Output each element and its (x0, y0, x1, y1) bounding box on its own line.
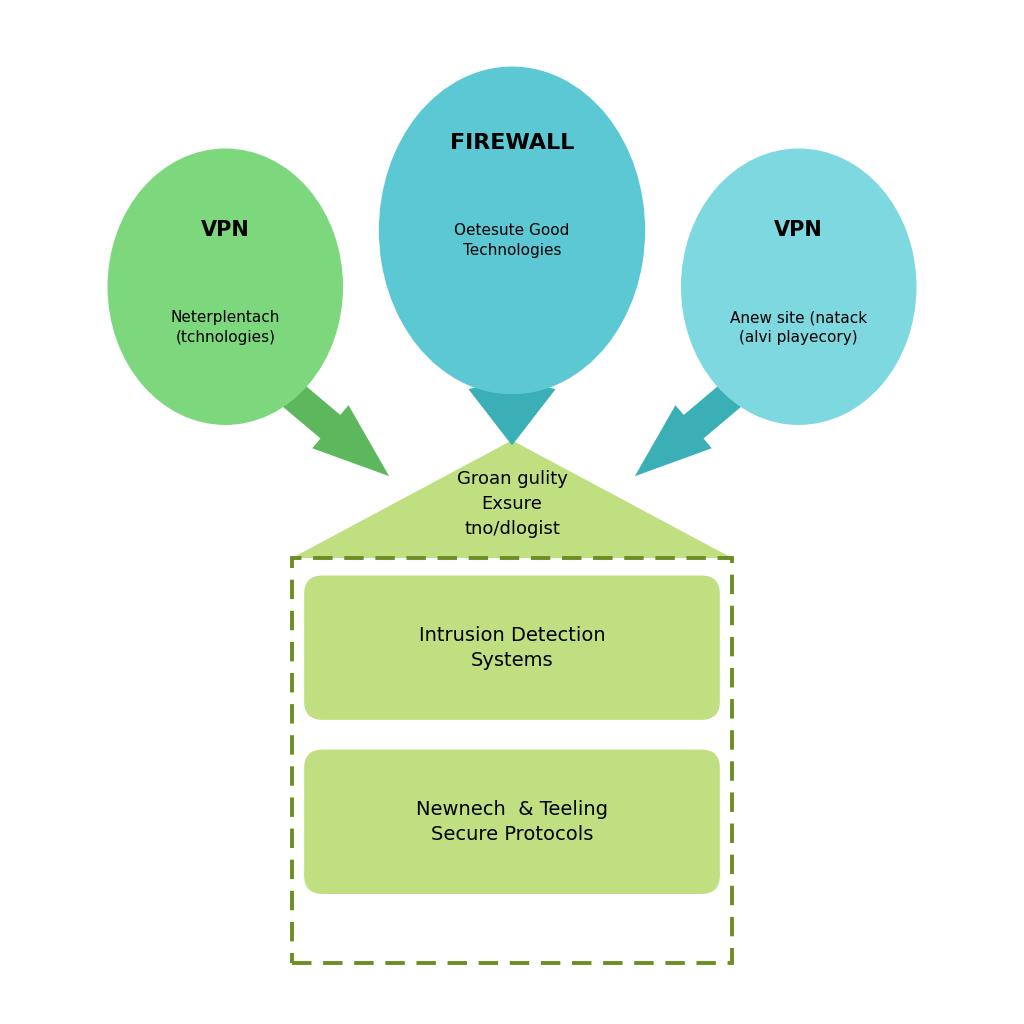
FancyBboxPatch shape (304, 750, 720, 894)
Polygon shape (282, 383, 389, 476)
FancyBboxPatch shape (292, 558, 732, 963)
Text: VPN: VPN (774, 220, 823, 241)
Text: FIREWALL: FIREWALL (450, 133, 574, 154)
Ellipse shape (108, 148, 343, 425)
Text: Intrusion Detection
Systems: Intrusion Detection Systems (419, 626, 605, 670)
Text: Groan gulity
Exsure
tno/dlogist: Groan gulity Exsure tno/dlogist (457, 470, 567, 538)
Polygon shape (469, 384, 555, 445)
Ellipse shape (379, 67, 645, 394)
Polygon shape (292, 440, 732, 558)
Text: Oetesute Good
Technologies: Oetesute Good Technologies (455, 223, 569, 258)
Text: Newnech  & Teeling
Secure Protocols: Newnech & Teeling Secure Protocols (416, 800, 608, 844)
Polygon shape (635, 383, 742, 476)
Text: VPN: VPN (201, 220, 250, 241)
Ellipse shape (681, 148, 916, 425)
Text: Anew site (natack
(alvi playecory): Anew site (natack (alvi playecory) (730, 310, 867, 345)
FancyBboxPatch shape (304, 575, 720, 720)
Text: Neterplentach
(tchnologies): Neterplentach (tchnologies) (171, 310, 280, 345)
